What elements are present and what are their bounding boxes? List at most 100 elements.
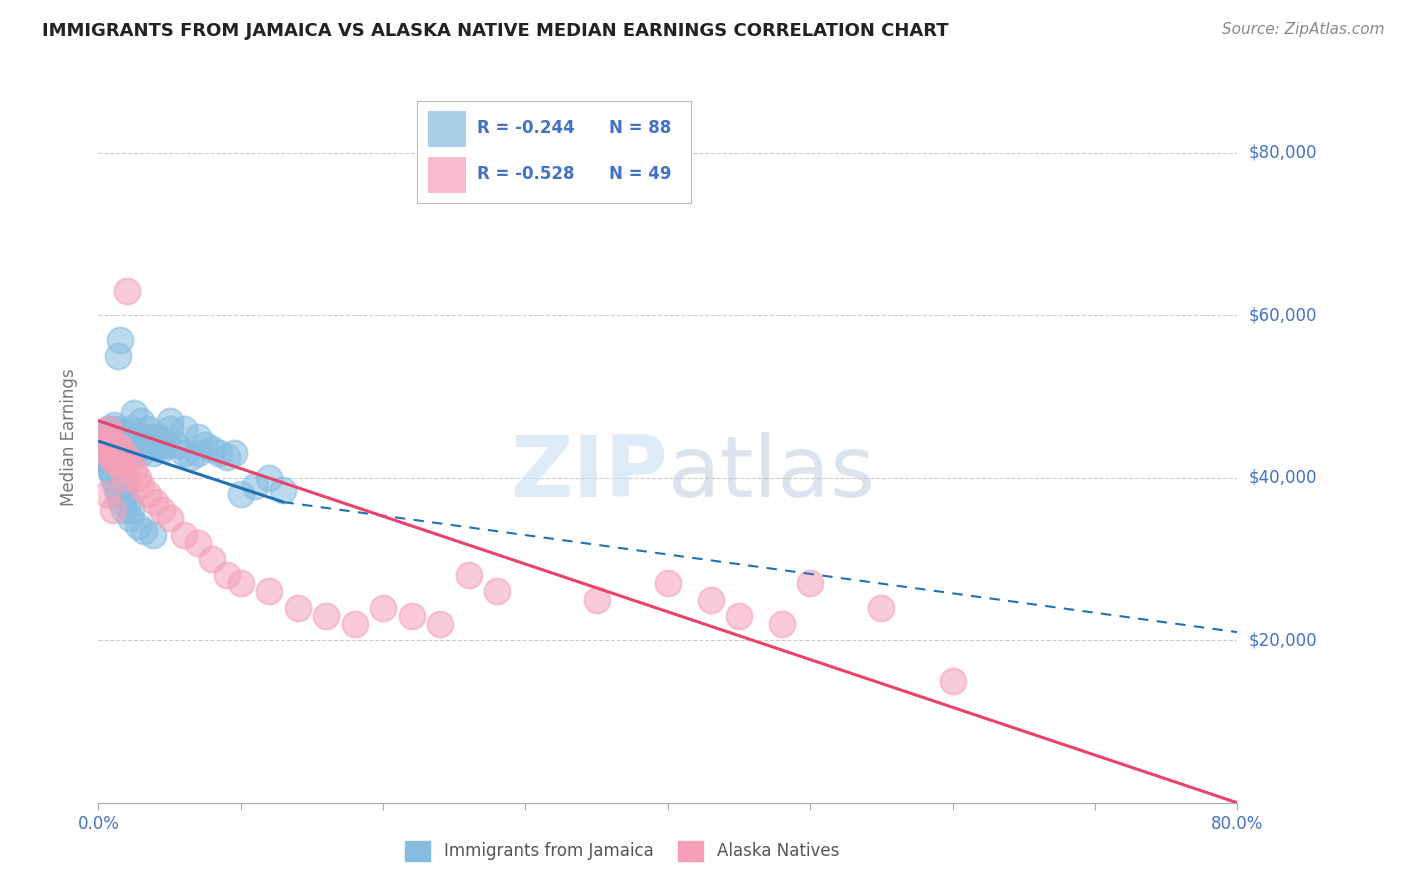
Point [173,527,195,541]
Point [108,471,131,485]
Point [273,483,295,497]
Text: IMMIGRANTS FROM JAMAICA VS ALASKA NATIVE MEDIAN EARNINGS CORRELATION CHART: IMMIGRANTS FROM JAMAICA VS ALASKA NATIVE… [42,22,949,40]
Point [229,487,252,501]
Point [180,450,202,465]
Point [98,446,121,460]
Legend: Immigrants from Jamaica, Alaska Natives: Immigrants from Jamaica, Alaska Natives [399,834,846,868]
Point [100,446,122,460]
Point [101,430,124,444]
Point [100,462,122,476]
Point [100,438,122,452]
Point [108,446,131,460]
Point [94,446,117,460]
Point [108,446,131,460]
Point [111,442,134,457]
Text: atlas: atlas [668,432,876,516]
Point [870,600,893,615]
Text: $60,000: $60,000 [1249,306,1317,324]
Point [117,430,139,444]
Point [96,487,118,501]
Point [187,446,209,460]
Point [118,454,141,468]
Text: $20,000: $20,000 [1249,632,1317,649]
Point [486,584,509,599]
Y-axis label: Median Earnings: Median Earnings [59,368,77,506]
Point [103,438,125,452]
Text: $80,000: $80,000 [1249,144,1317,161]
Point [229,576,252,591]
Point [101,442,124,457]
Text: Source: ZipAtlas.com: Source: ZipAtlas.com [1222,22,1385,37]
Point [91,438,114,452]
Point [187,535,209,549]
Point [100,422,122,436]
Point [138,434,160,449]
Point [97,438,120,452]
Point [114,446,136,460]
Point [145,438,167,452]
Point [118,511,141,525]
Point [259,471,281,485]
Point [110,454,132,468]
Point [141,446,163,460]
Point [115,438,138,452]
Point [173,422,195,436]
Point [187,430,209,444]
Point [120,434,142,449]
Point [122,462,145,476]
Point [657,576,679,591]
Point [401,608,423,623]
Point [96,446,118,460]
Point [145,495,167,509]
Point [208,446,231,460]
Point [215,568,238,582]
Point [101,503,124,517]
Point [132,438,155,452]
Point [287,600,309,615]
Point [148,430,170,444]
Point [159,422,181,436]
Point [166,438,188,452]
Point [112,438,135,452]
Point [429,617,451,632]
Point [457,568,479,582]
Point [770,617,793,632]
Point [104,446,127,460]
Point [259,584,281,599]
Point [96,430,118,444]
Point [101,471,124,485]
Point [121,446,143,460]
Point [96,446,118,460]
Point [343,617,366,632]
Point [728,608,751,623]
Point [128,430,150,444]
Point [129,414,152,428]
Point [127,438,149,452]
Point [104,446,127,460]
Point [135,430,157,444]
Point [159,414,181,428]
Point [194,438,217,452]
Point [108,333,131,347]
Point [110,495,132,509]
Point [799,576,821,591]
Point [110,430,132,444]
Point [114,487,136,501]
Point [152,442,174,457]
Point [101,454,124,468]
Point [127,519,149,533]
Point [93,434,115,449]
Point [129,446,152,460]
Point [103,417,125,432]
Point [94,430,117,444]
Point [115,284,138,298]
Point [97,422,120,436]
Point [125,442,148,457]
Point [114,471,136,485]
Point [110,438,132,452]
Point [105,454,128,468]
Point [699,592,721,607]
Point [112,425,135,440]
Point [97,454,120,468]
Point [98,434,121,449]
